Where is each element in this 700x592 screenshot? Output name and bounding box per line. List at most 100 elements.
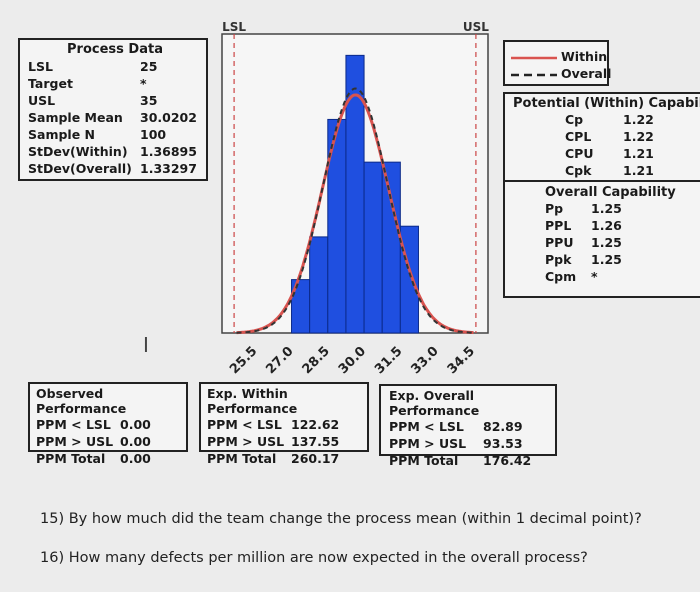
exp-within-row-label: PPM < LSL bbox=[207, 417, 282, 432]
process-data-row-value: 30.0202 bbox=[140, 110, 197, 125]
process-data-row-value: 100 bbox=[140, 127, 167, 142]
process-data-row-label: LSL bbox=[28, 59, 53, 74]
observed-row-label: PPM > USL bbox=[36, 434, 114, 449]
potential-capability-title: Potential (Within) Capability bbox=[513, 96, 700, 111]
observed-row: PPM < LSL 0.00 bbox=[36, 416, 186, 433]
potential-row-value: 1.22 bbox=[623, 112, 654, 127]
overall-capability-row-label: Pp bbox=[545, 201, 564, 216]
observed-title: Observed Performance bbox=[36, 386, 127, 416]
process-data-row-label: StDev(Within) bbox=[28, 144, 128, 159]
process-data-row: StDev(Overall) 1.33297 bbox=[28, 160, 202, 177]
potential-row-value: 1.22 bbox=[623, 129, 654, 144]
exp-overall-row-value: 176.42 bbox=[483, 453, 532, 468]
x-tick-label: 31.5 bbox=[372, 344, 405, 377]
process-data-row: Sample Mean 30.0202 bbox=[28, 109, 202, 126]
process-data-title: Process Data bbox=[67, 42, 163, 57]
process-data-row: Sample N 100 bbox=[28, 126, 202, 143]
legend-overall-label: Overall bbox=[561, 66, 612, 81]
exp-within-row: PPM < LSL 122.62 bbox=[207, 416, 367, 433]
legend-swatches bbox=[511, 56, 557, 77]
exp-within-row-value: 122.62 bbox=[291, 417, 340, 432]
observed-row-label: PPM < LSL bbox=[36, 417, 111, 432]
potential-row-value: 1.21 bbox=[623, 146, 654, 161]
potential-row-label: CPU bbox=[565, 146, 594, 161]
process-data-row: USL 35 bbox=[28, 92, 202, 109]
potential-row-label: CPL bbox=[565, 129, 592, 144]
overall-capability-row-value: 1.25 bbox=[591, 201, 622, 216]
exp-overall-row: PPM > USL 93.53 bbox=[389, 435, 555, 452]
process-data-row-value: 1.36895 bbox=[140, 144, 197, 159]
x-tick-label: 33.0 bbox=[408, 344, 441, 377]
exp-within-row-label: PPM Total bbox=[207, 451, 277, 466]
x-tick-label: 27.0 bbox=[263, 344, 296, 377]
process-data-row-label: Target bbox=[28, 76, 73, 91]
histogram-bar bbox=[309, 236, 329, 334]
question-15: 15) By how much did the team change the … bbox=[40, 511, 642, 527]
overall-capability-row-value: 1.25 bbox=[591, 235, 622, 250]
exp-within-row-value: 260.17 bbox=[291, 451, 340, 466]
histogram-bar bbox=[381, 161, 401, 334]
histogram-bar bbox=[399, 225, 419, 334]
exp-overall-title: Exp. Overall Performance bbox=[389, 388, 480, 418]
legend: Within Overall bbox=[503, 40, 612, 86]
lsl-label: LSL bbox=[222, 20, 246, 34]
potential-capability-table: Potential (Within) Capability Cp 1.22 CPL 1… bbox=[503, 92, 700, 182]
histogram-bar bbox=[363, 161, 383, 334]
process-data-row: StDev(Within) 1.36895 bbox=[28, 143, 202, 160]
observed-row-value: 0.00 bbox=[120, 451, 151, 466]
observed-row: PPM > USL 0.00 bbox=[36, 433, 186, 450]
exp-overall-row: PPM < LSL 82.89 bbox=[389, 418, 555, 435]
process-data-row-label: Sample N bbox=[28, 127, 95, 142]
overall-capability-table: Overall Capability Pp 1.25 PPL 1.26 PPU 1.25 P… bbox=[503, 180, 700, 298]
exp-overall-performance-table: Exp. Overall Performance PPM < LSL 82.89 P… bbox=[379, 384, 557, 468]
exp-within-performance-table: Exp. Within Performance PPM < LSL 122.62 P… bbox=[199, 382, 369, 466]
overall-capability-row-label: PPU bbox=[545, 235, 574, 250]
overall-capability-row-label: Ppk bbox=[545, 252, 572, 267]
potential-row-value: 1.21 bbox=[623, 163, 654, 178]
process-data-row-value: * bbox=[140, 76, 147, 91]
process-data-row-value: 25 bbox=[140, 59, 158, 74]
question-16: 16) How many defects per million are now… bbox=[40, 550, 588, 566]
within-curve bbox=[236, 93, 474, 335]
x-tick-label: 28.5 bbox=[300, 344, 333, 377]
exp-overall-row-label: PPM > USL bbox=[389, 436, 467, 451]
exp-overall-row-value: 82.89 bbox=[483, 419, 523, 434]
exp-within-row-label: PPM > USL bbox=[207, 434, 285, 449]
process-data-row: Target * bbox=[28, 75, 202, 92]
exp-overall-row-label: PPM Total bbox=[389, 453, 459, 468]
overall-capability-row: PPL 1.26 bbox=[545, 217, 700, 234]
overall-capability-title: Overall Capability bbox=[545, 185, 676, 200]
x-tick-label: 25.5 bbox=[227, 344, 260, 377]
overall-capability-row: Cpm * bbox=[545, 268, 700, 285]
exp-within-row: PPM > USL 137.55 bbox=[207, 433, 367, 450]
process-data-row-label: Sample Mean bbox=[28, 110, 123, 125]
potential-row: CPU 1.21 bbox=[513, 145, 700, 162]
overall-capability-row-label: Cpm bbox=[545, 269, 577, 284]
usl-label: USL bbox=[463, 20, 489, 34]
exp-within-row: PPM Total 260.17 bbox=[207, 450, 367, 467]
x-tick-label: 34.5 bbox=[445, 344, 478, 377]
observed-row-value: 0.00 bbox=[120, 417, 151, 432]
overall-capability-row-value: 1.25 bbox=[591, 252, 622, 267]
process-data-row-value: 1.33297 bbox=[140, 161, 197, 176]
process-data-row-value: 35 bbox=[140, 93, 158, 108]
observed-row-label: PPM Total bbox=[36, 451, 106, 466]
exp-overall-row-label: PPM < LSL bbox=[389, 419, 464, 434]
overall-capability-row-value: 1.26 bbox=[591, 218, 622, 233]
overall-capability-row-value: * bbox=[591, 269, 598, 284]
overall-capability-row: Ppk 1.25 bbox=[545, 251, 700, 268]
overall-capability-row: Pp 1.25 bbox=[545, 200, 700, 217]
potential-row-label: Cp bbox=[565, 112, 584, 127]
x-tick-label: 30.0 bbox=[336, 344, 369, 377]
potential-row: CPL 1.22 bbox=[513, 128, 700, 145]
observed-row: PPM Total 0.00 bbox=[36, 450, 186, 467]
text-cursor-icon: I bbox=[143, 333, 149, 357]
exp-within-title: Exp. Within Performance bbox=[207, 386, 298, 416]
legend-within-label: Within bbox=[561, 49, 608, 64]
overall-curve bbox=[236, 87, 474, 334]
potential-row-label: Cpk bbox=[565, 163, 592, 178]
process-data-table: Process Data LSL 25 Target * USL 35 Sample Mea… bbox=[18, 38, 208, 181]
potential-row: Cpk 1.21 bbox=[513, 162, 700, 179]
process-data-row: LSL 25 bbox=[28, 58, 202, 75]
